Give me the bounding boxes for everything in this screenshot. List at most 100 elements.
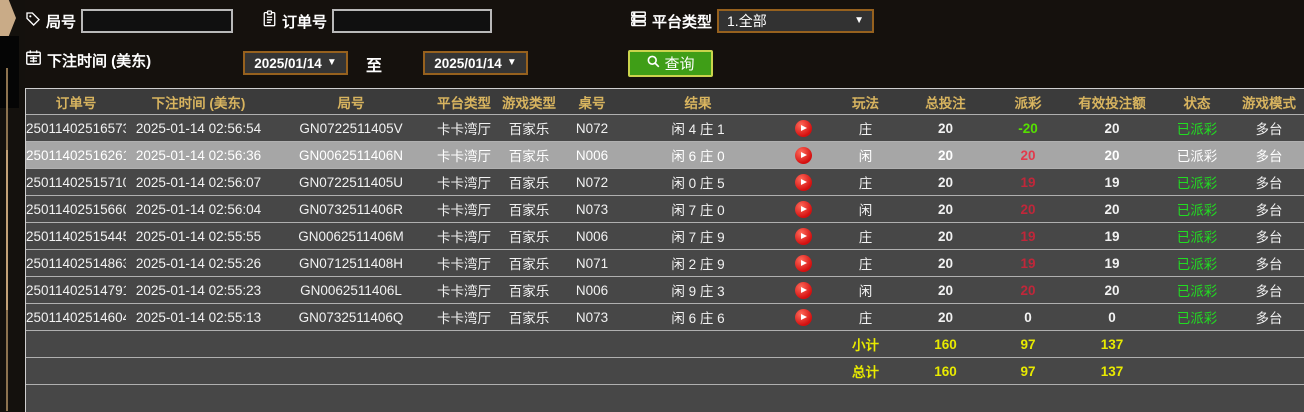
cell-table-no: N072 bbox=[561, 115, 623, 142]
grand-total-valid-bet: 137 bbox=[1063, 358, 1161, 385]
cell-total-bet: 20 bbox=[898, 196, 993, 223]
cell-play-type: 庄 bbox=[833, 169, 898, 196]
left-strip-line-highlight bbox=[6, 150, 8, 310]
table-row[interactable]: 250114025154456 2025-01-14 02:55:55 GN00… bbox=[26, 223, 1304, 250]
cell-order-id: 250114025165739 bbox=[26, 115, 126, 142]
replay-play-icon[interactable] bbox=[795, 255, 812, 272]
cell-result: 闲 7 庄 9 bbox=[623, 223, 773, 250]
date-to-select[interactable]: 2025/01/14 ▼ bbox=[423, 51, 528, 75]
cell-valid-bet: 19 bbox=[1063, 250, 1161, 277]
cell-valid-bet: 20 bbox=[1063, 196, 1161, 223]
cell-payout: 19 bbox=[993, 169, 1063, 196]
replay-play-icon[interactable] bbox=[795, 174, 812, 191]
platform-type-filter: 平台类型 1.全部 ▼ bbox=[630, 9, 874, 33]
platform-type-label: 平台类型 bbox=[652, 11, 712, 32]
table-row[interactable]: 250114025162617 2025-01-14 02:56:36 GN00… bbox=[26, 142, 1304, 169]
platform-type-select[interactable]: 1.全部 ▼ bbox=[717, 9, 874, 33]
cell-game-type: 百家乐 bbox=[497, 142, 561, 169]
replay-play-icon[interactable] bbox=[795, 228, 812, 245]
cell-round-no: GN0062511406L bbox=[271, 277, 431, 304]
cell-play-type: 闲 bbox=[833, 142, 898, 169]
cell-bet-time: 2025-01-14 02:55:23 bbox=[126, 277, 271, 304]
cell-round-no: GN0732511406R bbox=[271, 196, 431, 223]
cell-order-id: 250114025148639 bbox=[26, 250, 126, 277]
cell-platform: 卡卡湾厅 bbox=[431, 304, 497, 331]
replay-play-icon[interactable] bbox=[795, 120, 812, 137]
order-no-filter: 订单号 bbox=[262, 9, 492, 33]
replay-play-icon[interactable] bbox=[795, 309, 812, 326]
subtotal-valid-bet: 137 bbox=[1063, 331, 1161, 358]
tag-icon bbox=[25, 11, 41, 32]
grand-total-row: 总计 160 97 137 bbox=[26, 358, 1304, 385]
round-no-label: 局号 bbox=[46, 11, 76, 32]
cell-total-bet: 20 bbox=[898, 115, 993, 142]
round-no-input[interactable] bbox=[81, 9, 233, 33]
cell-bet-time: 2025-01-14 02:56:04 bbox=[126, 196, 271, 223]
cell-total-bet: 20 bbox=[898, 304, 993, 331]
round-no-filter: 局号 bbox=[25, 9, 233, 33]
cell-platform: 卡卡湾厅 bbox=[431, 196, 497, 223]
cell-game-mode: 多台 bbox=[1233, 196, 1304, 223]
cell-bet-time: 2025-01-14 02:56:54 bbox=[126, 115, 271, 142]
cell-replay bbox=[773, 250, 833, 277]
cell-round-no: GN0722511405U bbox=[271, 169, 431, 196]
cell-order-id: 250114025156600 bbox=[26, 196, 126, 223]
cell-result: 闲 6 庄 6 bbox=[623, 304, 773, 331]
cell-table-no: N072 bbox=[561, 169, 623, 196]
cell-game-type: 百家乐 bbox=[497, 169, 561, 196]
col-header-replay bbox=[773, 89, 833, 115]
platform-type-value: 1.全部 bbox=[727, 11, 767, 31]
cell-play-type: 闲 bbox=[833, 277, 898, 304]
cell-valid-bet: 20 bbox=[1063, 115, 1161, 142]
replay-play-icon[interactable] bbox=[795, 282, 812, 299]
bet-time-filter: 下注时间 (美东) bbox=[25, 49, 151, 71]
col-header-total-bet: 总投注 bbox=[898, 89, 993, 115]
table-row[interactable]: 250114025157105 2025-01-14 02:56:07 GN07… bbox=[26, 169, 1304, 196]
search-button[interactable]: 查询 bbox=[628, 50, 713, 77]
cell-payout: 19 bbox=[993, 223, 1063, 250]
cell-platform: 卡卡湾厅 bbox=[431, 169, 497, 196]
cell-payout: -20 bbox=[993, 115, 1063, 142]
cell-payout: 20 bbox=[993, 196, 1063, 223]
cell-round-no: GN0722511405V bbox=[271, 115, 431, 142]
date-range-to-label: 至 bbox=[366, 52, 382, 76]
table-body: 250114025165739 2025-01-14 02:56:54 GN07… bbox=[26, 115, 1304, 331]
replay-play-icon[interactable] bbox=[795, 201, 812, 218]
replay-play-icon[interactable] bbox=[795, 147, 812, 164]
table-row[interactable]: 250114025147915 2025-01-14 02:55:23 GN00… bbox=[26, 277, 1304, 304]
cell-round-no: GN0712511408H bbox=[271, 250, 431, 277]
cell-order-id: 250114025157105 bbox=[26, 169, 126, 196]
subtotal-payout: 97 bbox=[993, 331, 1063, 358]
table-row[interactable]: 250114025165739 2025-01-14 02:56:54 GN07… bbox=[26, 115, 1304, 142]
cell-valid-bet: 20 bbox=[1063, 142, 1161, 169]
cell-result: 闲 0 庄 5 bbox=[623, 169, 773, 196]
chevron-down-icon: ▼ bbox=[327, 58, 337, 68]
cell-game-type: 百家乐 bbox=[497, 223, 561, 250]
cell-total-bet: 20 bbox=[898, 277, 993, 304]
table-row[interactable]: 250114025146045 2025-01-14 02:55:13 GN07… bbox=[26, 304, 1304, 331]
cell-play-type: 庄 bbox=[833, 115, 898, 142]
cell-game-mode: 多台 bbox=[1233, 250, 1304, 277]
cell-payout: 19 bbox=[993, 250, 1063, 277]
cell-payout: 20 bbox=[993, 277, 1063, 304]
col-header-valid-bet: 有效投注额 bbox=[1063, 89, 1161, 115]
calendar-icon bbox=[25, 49, 42, 71]
cell-bet-time: 2025-01-14 02:55:55 bbox=[126, 223, 271, 250]
bet-history-table: 订单号 下注时间 (美东) 局号 平台类型 游戏类型 桌号 结果 玩法 总投注 … bbox=[25, 88, 1304, 412]
cell-platform: 卡卡湾厅 bbox=[431, 115, 497, 142]
grand-total-payout: 97 bbox=[993, 358, 1063, 385]
order-no-input[interactable] bbox=[332, 9, 492, 33]
bet-time-label: 下注时间 (美东) bbox=[47, 50, 151, 71]
table-row[interactable]: 250114025156600 2025-01-14 02:56:04 GN07… bbox=[26, 196, 1304, 223]
cell-table-no: N006 bbox=[561, 277, 623, 304]
date-from-select[interactable]: 2025/01/14 ▼ bbox=[243, 51, 348, 75]
grand-total-spacer-end bbox=[1161, 358, 1304, 385]
stack-list-icon bbox=[630, 10, 647, 32]
cell-table-no: N071 bbox=[561, 250, 623, 277]
col-header-platform: 平台类型 bbox=[431, 89, 497, 115]
search-button-label: 查询 bbox=[664, 53, 694, 74]
col-header-play-type: 玩法 bbox=[833, 89, 898, 115]
table-row[interactable]: 250114025148639 2025-01-14 02:55:26 GN07… bbox=[26, 250, 1304, 277]
cell-replay bbox=[773, 115, 833, 142]
cell-platform: 卡卡湾厅 bbox=[431, 142, 497, 169]
